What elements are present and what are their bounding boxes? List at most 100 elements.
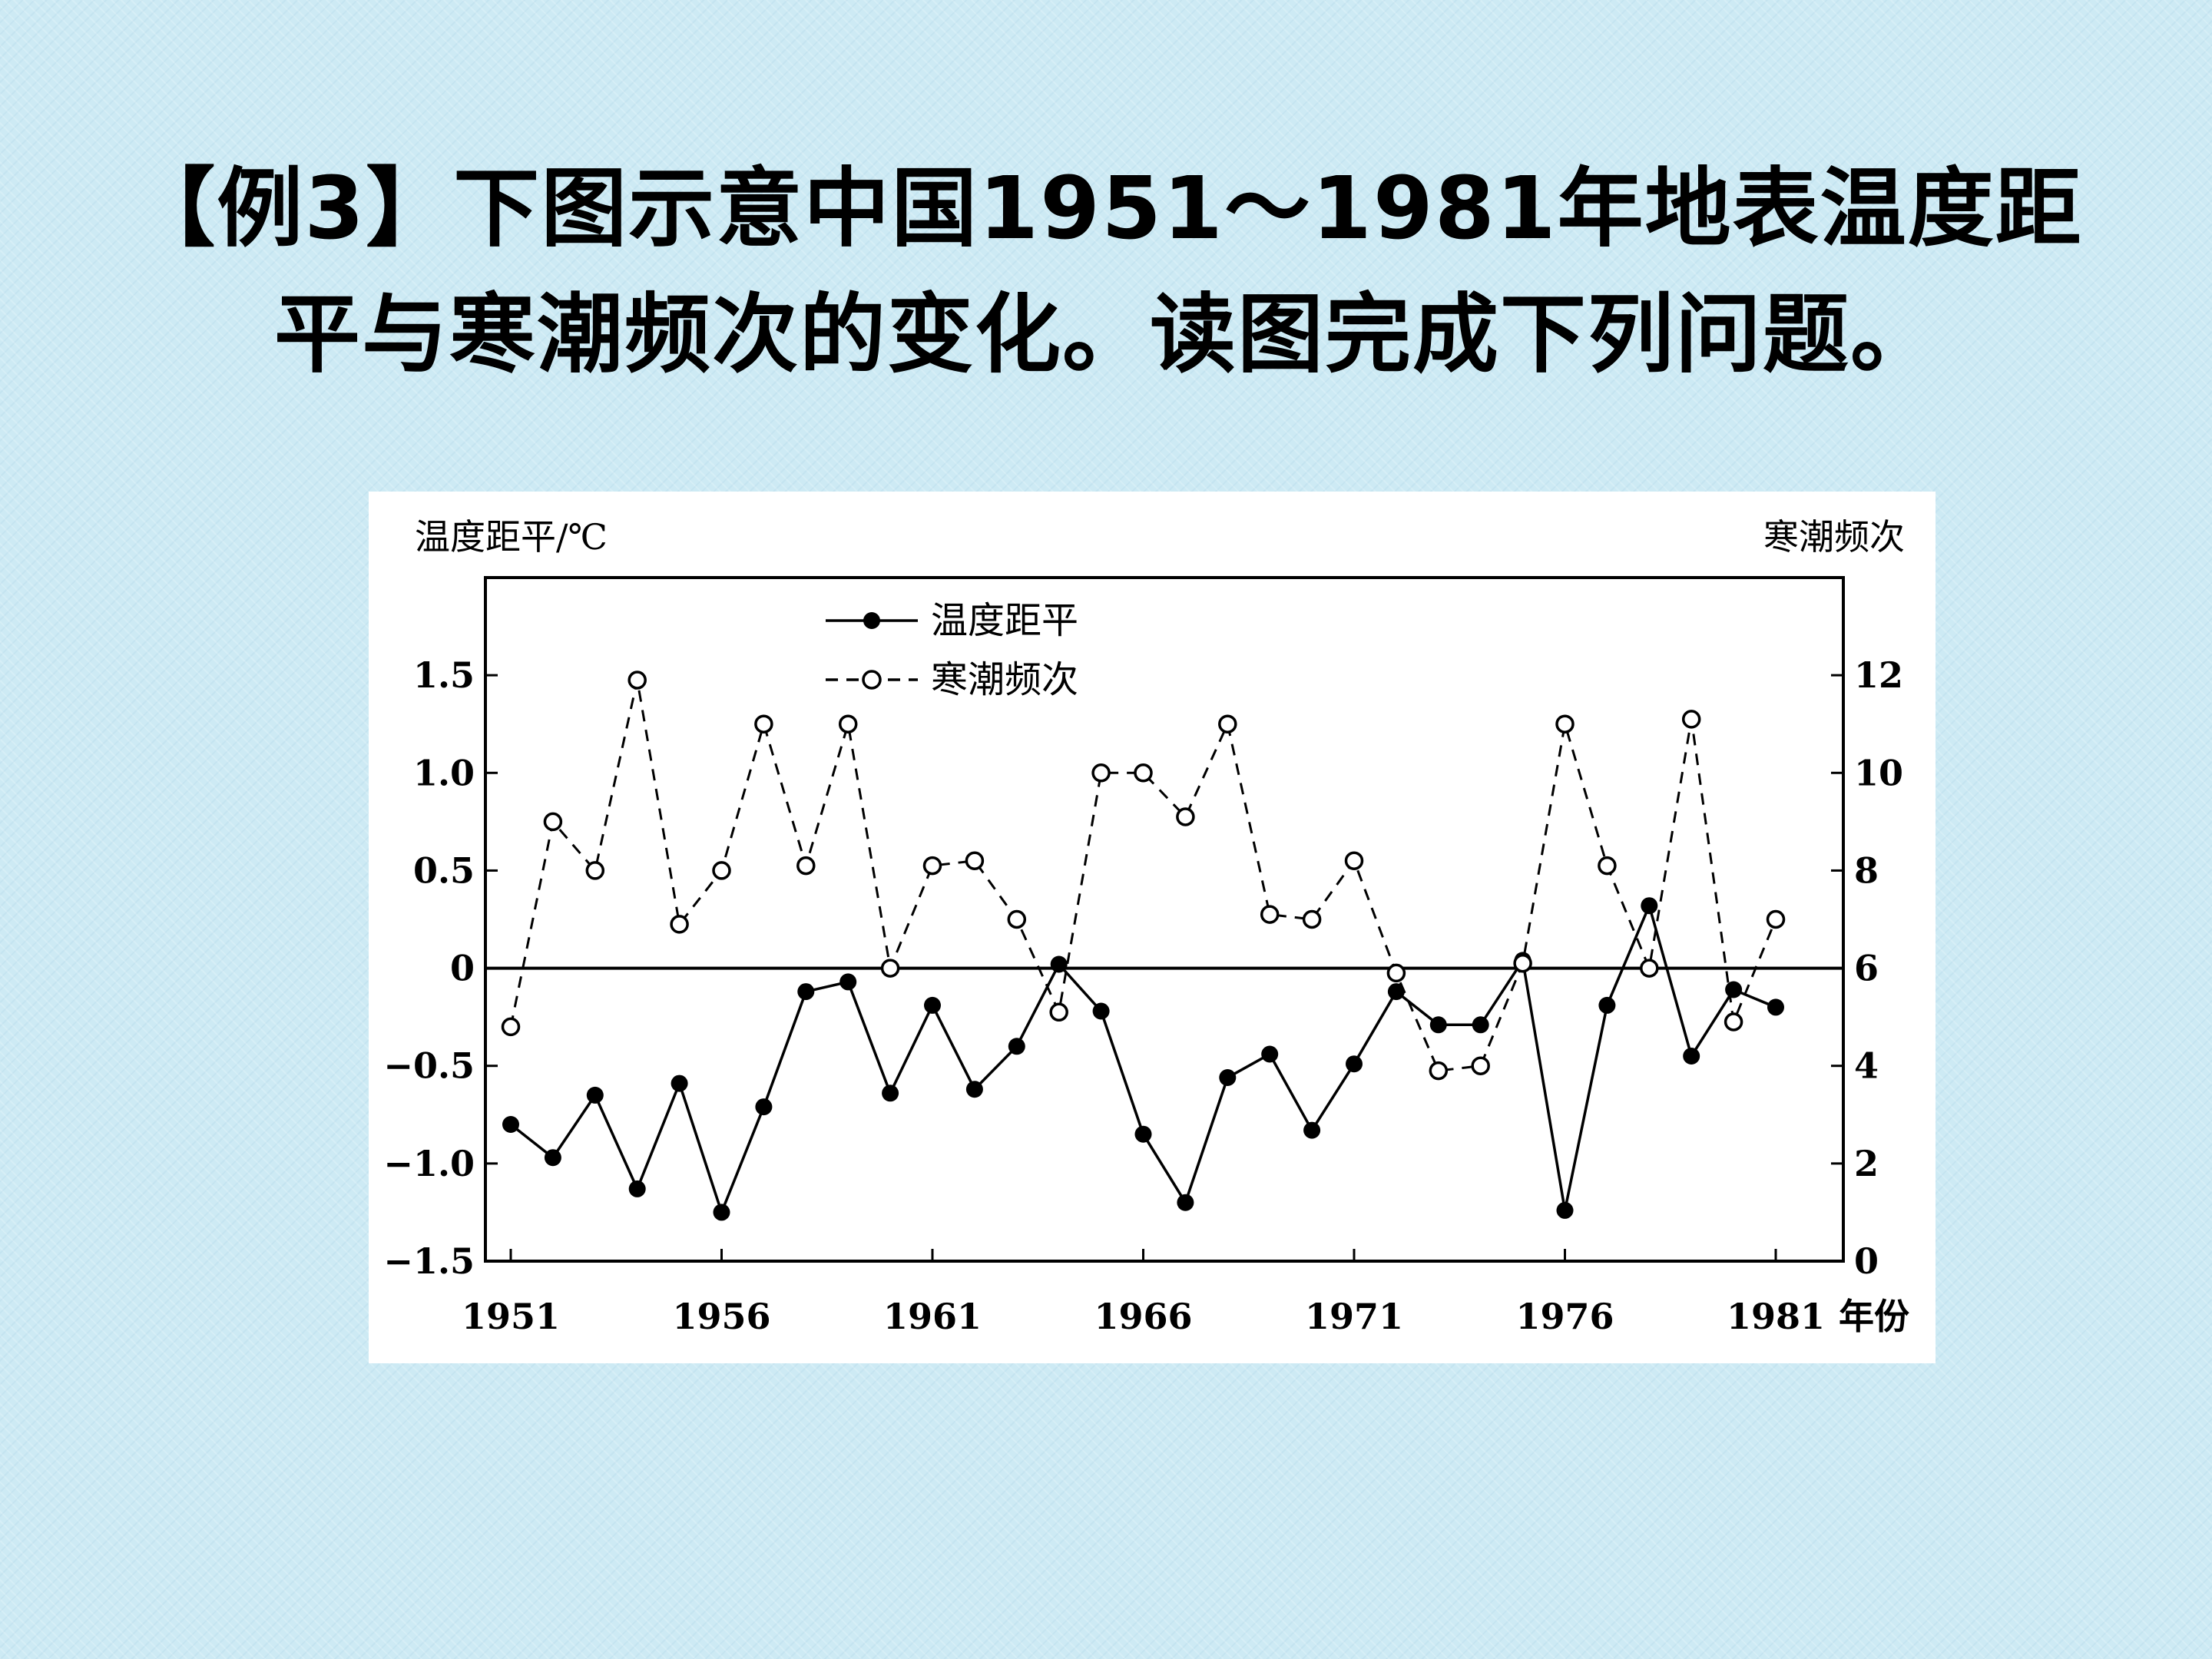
temperature-anomaly-point xyxy=(1261,1045,1279,1063)
cold-wave-frequency-point xyxy=(543,812,563,832)
temperature-anomaly-point xyxy=(1346,1055,1363,1073)
cold-wave-frequency-point xyxy=(585,861,605,880)
temperature-anomaly-point xyxy=(1219,1069,1237,1086)
left-axis-tick-label: −0.5 xyxy=(383,1045,475,1087)
temperature-anomaly-point xyxy=(1177,1194,1194,1211)
cold-wave-frequency-point xyxy=(1724,1012,1743,1031)
right-axis-title: 寒潮频次 xyxy=(1763,516,1905,558)
right-axis-tick-label: 12 xyxy=(1854,654,1903,696)
cold-wave-frequency-point xyxy=(712,861,731,880)
cold-wave-frequency-point xyxy=(1429,1061,1449,1081)
temperature-anomaly-point xyxy=(586,1086,604,1104)
temperature-anomaly-point xyxy=(839,973,857,991)
right-axis-tick-label: 8 xyxy=(1854,849,1879,891)
temperature-anomaly-point xyxy=(1767,998,1784,1016)
temperature-anomaly-point xyxy=(628,1180,646,1197)
left-axis-title: 温度距平/℃ xyxy=(415,516,608,558)
temperature-anomaly-point xyxy=(1472,1016,1489,1034)
right-axis-tick-label: 4 xyxy=(1854,1045,1879,1087)
slide-title-line-1: 【例3】下图示意中国1951～1981年地表温度距 xyxy=(129,159,2083,259)
left-axis-tick-label: −1.0 xyxy=(383,1143,475,1184)
temperature-anomaly-point xyxy=(1725,981,1743,998)
cold-wave-frequency-point xyxy=(922,856,942,876)
cold-wave-frequency-point xyxy=(1471,1056,1490,1075)
cold-wave-frequency-point xyxy=(1766,909,1786,929)
cold-wave-frequency-point xyxy=(1302,909,1322,929)
cold-wave-frequency-point xyxy=(754,714,773,733)
temperature-anomaly-point xyxy=(544,1149,561,1167)
cold-wave-frequency-point xyxy=(1049,1002,1068,1022)
temperature-anomaly-point xyxy=(965,1081,983,1098)
x-axis-tick-label: 1971 xyxy=(1305,1296,1403,1337)
cold-wave-frequency-point xyxy=(1555,714,1575,733)
cold-wave-frequency-point xyxy=(880,959,900,978)
cold-wave-frequency-point xyxy=(1007,909,1027,929)
temperature-anomaly-point xyxy=(1050,955,1068,973)
cold-wave-frequency-point xyxy=(1598,856,1617,876)
cold-wave-frequency-point xyxy=(628,671,647,690)
cold-wave-frequency-point xyxy=(965,851,985,870)
x-axis-tick-label: 1956 xyxy=(672,1296,770,1337)
axis-ticks xyxy=(485,674,1843,1263)
right-axis-tick-label: 6 xyxy=(1854,948,1879,989)
x-axis-tick-label: 1966 xyxy=(1094,1296,1192,1337)
cold-wave-frequency-point xyxy=(1218,714,1237,733)
temperature-anomaly-point xyxy=(882,1084,899,1102)
temperature-anomaly-point xyxy=(1683,1048,1700,1065)
cold-wave-frequency-point xyxy=(501,1017,521,1037)
right-axis-tick-label: 0 xyxy=(1854,1240,1879,1282)
x-axis-tick-label: 1951 xyxy=(462,1296,560,1337)
temperature-anomaly-point xyxy=(1641,897,1658,915)
right-axis-tick-labels: 12 10 8 6 4 2 0 xyxy=(1854,654,1903,1282)
slide-title: 【例3】下图示意中国1951～1981年地表温度距 平与寒潮频次的变化。读图完成… xyxy=(46,146,2166,398)
chart-panel: 1.5 1.0 0.5 0 −0.5 −1.0 −1.5 12 10 8 6 4 2 0 1951 195… xyxy=(369,492,1936,1363)
plot-frame xyxy=(484,576,1845,1263)
temperature-anomaly-point xyxy=(1387,983,1405,1001)
temperature-anomaly-point xyxy=(924,996,941,1014)
series-layer xyxy=(501,671,1786,1221)
legend-label-temperature: 温度距平 xyxy=(931,599,1078,642)
left-axis-tick-label: −1.5 xyxy=(383,1240,475,1282)
temperature-anomaly-point xyxy=(1429,1016,1447,1034)
legend-marker-temperature xyxy=(863,612,880,629)
legend-marker-cold-wave xyxy=(862,670,882,690)
right-axis-tick-label: 2 xyxy=(1854,1143,1879,1184)
x-axis-title: 年份 xyxy=(1839,1296,1909,1337)
left-axis-tick-label: 1.5 xyxy=(413,654,475,696)
temperature-anomaly-point xyxy=(1556,1201,1574,1219)
temperature-anomaly-line xyxy=(509,901,1777,1217)
cold-wave-frequency-point xyxy=(1344,851,1364,870)
temperature-anomaly-point xyxy=(1134,1125,1152,1143)
cold-wave-frequency-point xyxy=(1091,763,1111,783)
left-axis-tick-label: 1.0 xyxy=(413,752,475,793)
x-axis-tick-label: 1976 xyxy=(1515,1296,1614,1337)
cold-wave-frequency-point xyxy=(1134,763,1153,783)
temperature-anomaly-point xyxy=(713,1204,730,1221)
cold-wave-frequency-point xyxy=(1260,905,1280,924)
right-axis-tick-label: 10 xyxy=(1854,752,1903,793)
cold-wave-frequency-point xyxy=(796,856,816,876)
temperature-anomaly-point xyxy=(1303,1121,1321,1139)
temperature-anomaly-point xyxy=(502,1116,519,1133)
cold-wave-frequency-point xyxy=(1176,807,1195,826)
left-axis-tick-label: 0 xyxy=(450,948,475,989)
temperature-anomaly-point xyxy=(1008,1038,1025,1055)
temperature-anomaly-point xyxy=(1092,1002,1110,1020)
cold-wave-frequency-point xyxy=(1640,959,1659,978)
cold-wave-frequency-point xyxy=(838,714,858,733)
cold-wave-frequency-point xyxy=(670,915,689,934)
legend: 温度距平 寒潮频次 xyxy=(826,599,1078,701)
temperature-anomaly-point xyxy=(671,1075,688,1092)
temperature-anomaly-point xyxy=(755,1098,773,1116)
cold-wave-frequency-point xyxy=(1681,710,1701,729)
cold-wave-frequency-line xyxy=(509,680,1777,1072)
cold-wave-frequency-point xyxy=(1513,953,1532,973)
temperature-anomaly-point xyxy=(797,983,815,1001)
temperature-anomaly-point xyxy=(1598,996,1616,1014)
x-axis-tick-labels: 1951 1956 1961 1966 1971 1976 1981 xyxy=(462,1296,1825,1337)
left-axis-tick-label: 0.5 xyxy=(413,849,475,891)
left-axis-tick-labels: 1.5 1.0 0.5 0 −0.5 −1.0 −1.5 xyxy=(383,654,475,1282)
legend-label-cold-wave: 寒潮频次 xyxy=(931,658,1078,701)
cold-wave-frequency-point xyxy=(1386,963,1406,983)
line-chart: 1.5 1.0 0.5 0 −0.5 −1.0 −1.5 12 10 8 6 4 2 0 1951 195… xyxy=(383,516,1909,1337)
